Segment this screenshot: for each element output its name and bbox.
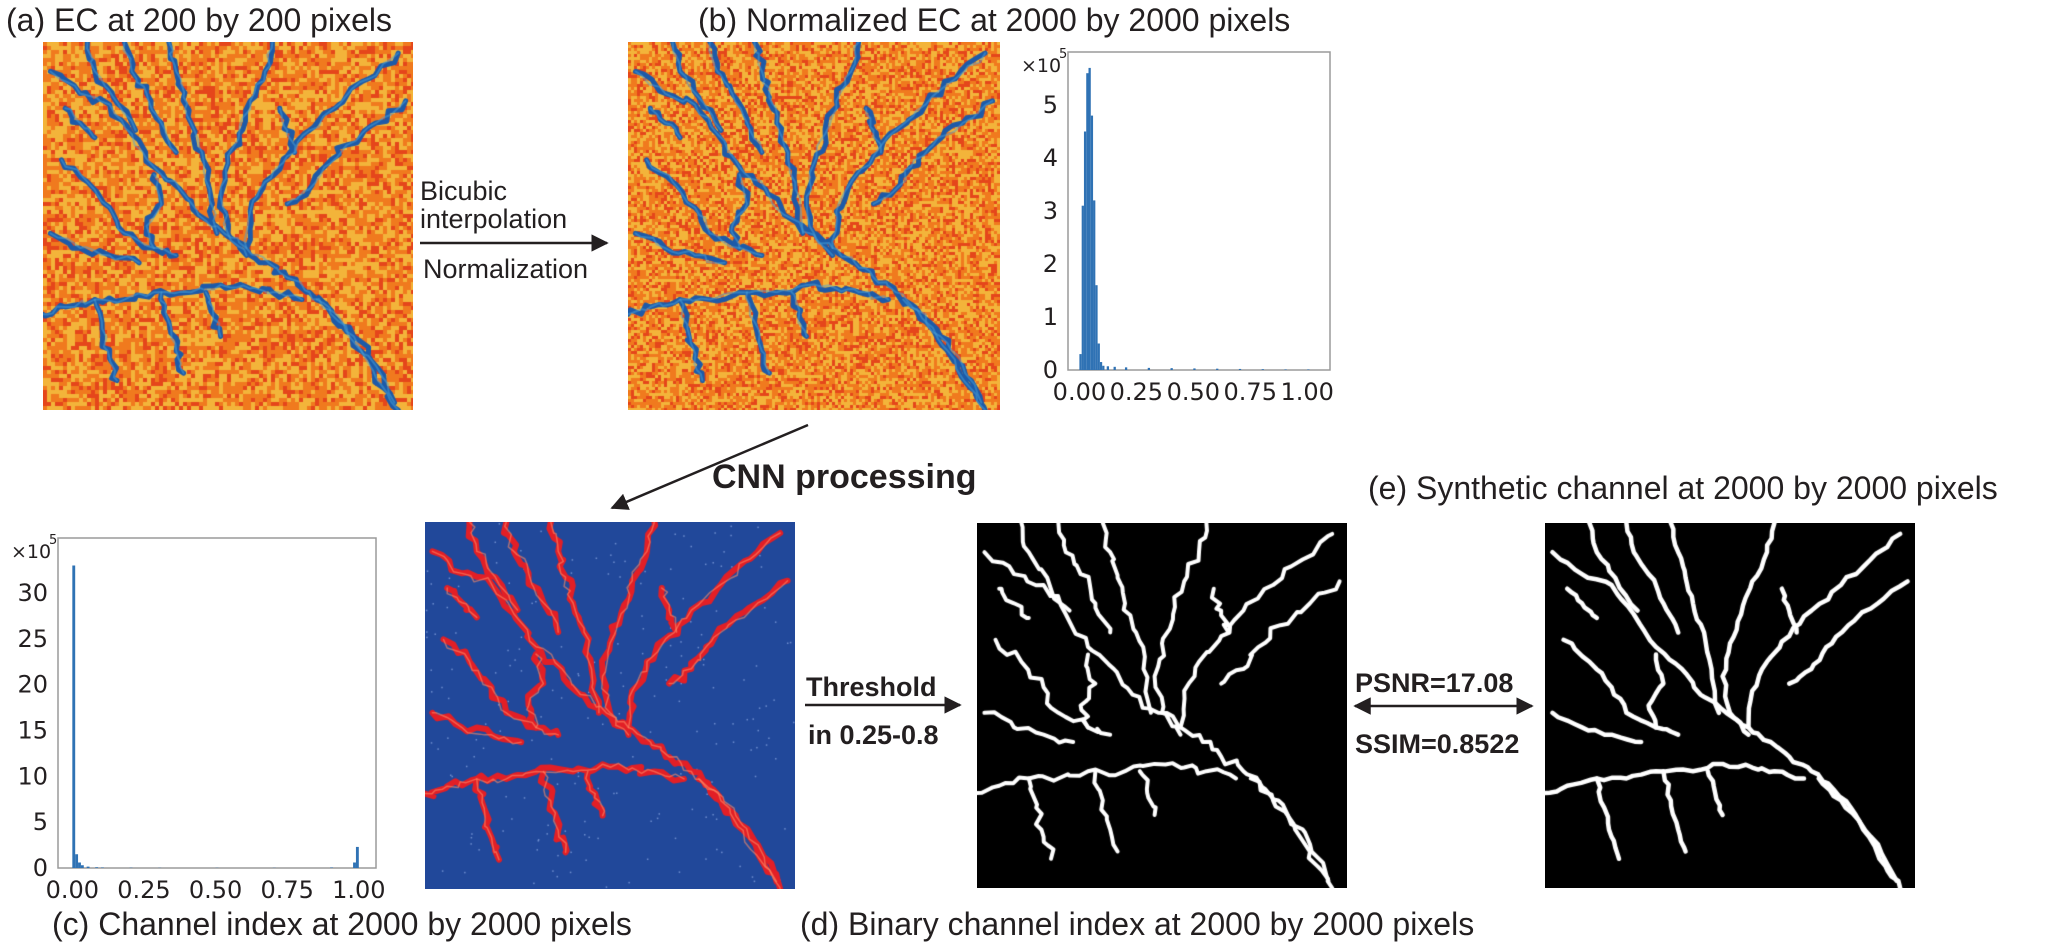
- interpolation-label: interpolation: [420, 204, 568, 234]
- y-tick-label: 4: [1043, 144, 1058, 172]
- x-tick-label: 1.00: [1280, 378, 1333, 406]
- histogram-bar: [1095, 285, 1098, 370]
- y-tick-label: 5: [33, 808, 48, 836]
- psnr-label: PSNR=17.08: [1355, 668, 1514, 698]
- histogram-bar: [1093, 200, 1096, 370]
- caption-b: (b) Normalized EC at 2000 by 2000 pixels: [698, 2, 1291, 38]
- y-tick-label: 1: [1043, 303, 1058, 331]
- y-tick-label: 25: [17, 625, 48, 653]
- histogram-bar: [1097, 343, 1100, 370]
- histogram-bar: [1284, 369, 1287, 370]
- x-tick-label: 0.00: [46, 876, 99, 904]
- x-tick-label: 1.00: [332, 876, 385, 904]
- histogram-bar: [1102, 365, 1105, 370]
- y-multiplier-exponent: 5: [49, 533, 57, 548]
- x-tick-label: 0.50: [189, 876, 242, 904]
- x-tick-label: 0.50: [1167, 378, 1220, 406]
- histogram-bar: [355, 846, 359, 868]
- caption-d: (d) Binary channel index at 2000 by 2000…: [800, 906, 1475, 942]
- x-tick-label: 0.25: [117, 876, 170, 904]
- histogram-bar: [1216, 368, 1219, 370]
- y-tick-label: 0: [33, 854, 48, 882]
- histogram-bar: [1307, 369, 1310, 370]
- histogram-bar: [80, 865, 84, 868]
- x-tick-label: 0.25: [1110, 378, 1163, 406]
- histogram-bar: [75, 854, 79, 868]
- threshold-range-label: in 0.25-0.8: [808, 720, 939, 750]
- bicubic-label: Bicubic: [420, 176, 508, 206]
- x-tick-label: 0.75: [1224, 378, 1277, 406]
- y-tick-label: 30: [17, 579, 48, 607]
- cnn-channel-index-map: [425, 522, 795, 889]
- cnn-arrow: [610, 423, 809, 510]
- histogram-bar: [353, 862, 356, 868]
- caption-e: (e) Synthetic channel at 2000 by 2000 pi…: [1368, 470, 1998, 506]
- synthetic-channel-map: [1545, 523, 1915, 888]
- normalization-label: Normalization: [423, 254, 589, 284]
- plot-frame: [57, 537, 377, 869]
- y-tick-label: 0: [1043, 356, 1058, 384]
- histogram-bar: [72, 565, 76, 868]
- histogram-bar: [1106, 366, 1110, 370]
- y-tick-label: 3: [1043, 197, 1058, 225]
- x-tick-label: 0.75: [260, 876, 313, 904]
- y-tick-label: 15: [17, 717, 48, 745]
- histogram-bar: [1086, 73, 1089, 370]
- caption-c: (c) Channel index at 2000 by 2000 pixels: [52, 906, 632, 942]
- histogram-bar: [1170, 368, 1173, 370]
- histogram-bar: [95, 867, 99, 868]
- histogram-bar: [1113, 366, 1116, 370]
- histogram-bar: [1147, 367, 1151, 370]
- histogram-bar: [1083, 131, 1087, 370]
- normalized-ec-map: [628, 42, 1000, 410]
- caption-a: (a) EC at 200 by 200 pixels: [6, 2, 392, 38]
- histogram-bar: [1238, 368, 1242, 370]
- binary-channel-index-map: [977, 523, 1347, 888]
- cnn-processing-label: CNN processing: [712, 458, 977, 496]
- histogram-bar: [1090, 115, 1094, 370]
- histogram-bar: [1079, 354, 1082, 370]
- y-multiplier-label: ×10: [11, 541, 51, 563]
- threshold-label: Threshold: [806, 672, 937, 702]
- x-tick-label: 0.00: [1053, 378, 1106, 406]
- histogram-bar: [1088, 67, 1091, 371]
- histogram-bar: [78, 862, 81, 868]
- y-tick-label: 10: [17, 762, 48, 790]
- y-tick-label: 2: [1043, 250, 1058, 278]
- histogram-bar: [1124, 367, 1128, 370]
- y-multiplier-label: ×10: [1021, 55, 1061, 77]
- y-tick-label: 5: [1043, 91, 1058, 119]
- histogram-bar: [1193, 368, 1196, 370]
- histogram-bar: [1081, 205, 1084, 370]
- plot-frame: [1067, 51, 1331, 371]
- histogram-bar: [1099, 362, 1103, 370]
- y-tick-label: 20: [17, 671, 48, 699]
- histogram-bar: [1261, 369, 1264, 370]
- ec-200-map: [43, 42, 413, 410]
- histogram-bar: [86, 866, 90, 868]
- y-multiplier-exponent: 5: [1059, 47, 1067, 62]
- ssim-label: SSIM=0.8522: [1355, 729, 1520, 759]
